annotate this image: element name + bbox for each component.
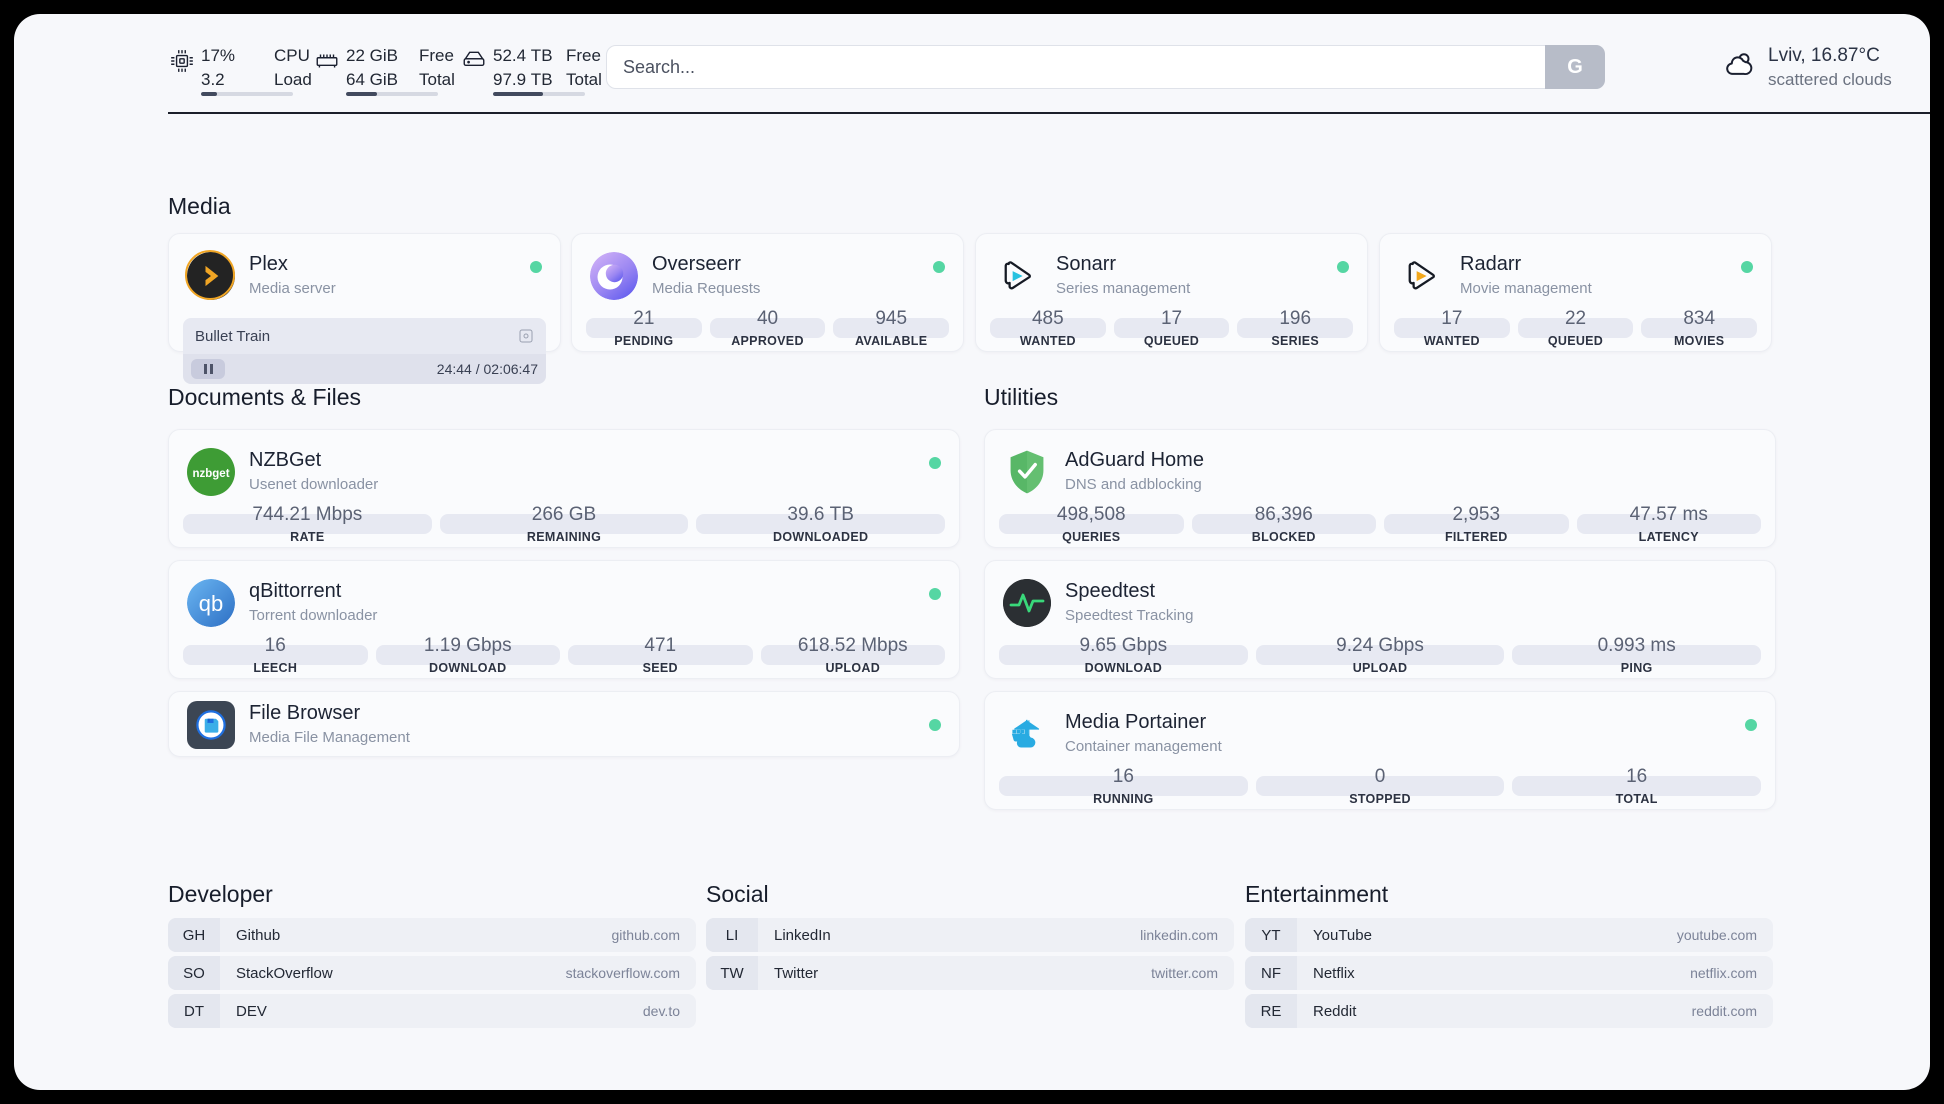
svg-text:nzbget: nzbget xyxy=(192,468,229,480)
svg-text:qb: qb xyxy=(199,591,223,616)
